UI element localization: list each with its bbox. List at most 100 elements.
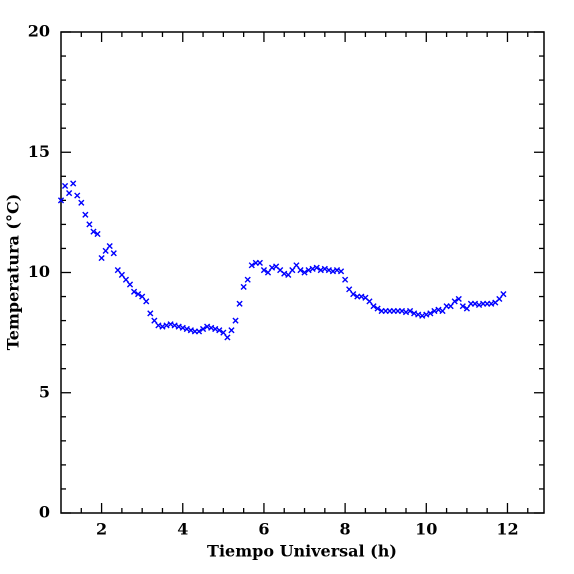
data-point bbox=[139, 293, 146, 300]
data-point bbox=[220, 329, 227, 336]
data-point bbox=[78, 199, 85, 206]
data-point bbox=[151, 317, 158, 324]
data-point bbox=[358, 293, 365, 300]
data-point bbox=[167, 321, 174, 328]
data-point bbox=[260, 267, 268, 274]
data-point bbox=[313, 264, 320, 271]
data-point bbox=[232, 317, 239, 324]
data-point bbox=[212, 325, 219, 333]
data-point bbox=[204, 323, 211, 330]
data-point bbox=[475, 301, 483, 309]
y-tick-label: 5 bbox=[39, 382, 50, 401]
data-point bbox=[179, 324, 186, 331]
data-point bbox=[435, 306, 442, 313]
data-point bbox=[488, 300, 495, 307]
data-point bbox=[419, 312, 426, 319]
x-axis-label: Tiempo Universal (h) bbox=[207, 542, 397, 561]
data-point bbox=[240, 283, 247, 291]
data-point bbox=[216, 327, 223, 334]
data-point bbox=[411, 310, 418, 317]
data-point bbox=[455, 295, 462, 303]
data-point bbox=[143, 298, 150, 305]
data-point bbox=[224, 334, 231, 341]
data-point bbox=[159, 323, 166, 330]
data-point bbox=[208, 324, 215, 331]
data-point bbox=[74, 192, 81, 199]
data-point bbox=[256, 259, 263, 266]
data-point bbox=[264, 269, 272, 276]
data-point bbox=[183, 325, 190, 333]
y-tick-label: 0 bbox=[39, 503, 50, 522]
data-point bbox=[337, 268, 345, 275]
y-tick-label: 20 bbox=[28, 22, 50, 41]
data-point bbox=[126, 281, 134, 288]
data-point bbox=[451, 298, 458, 305]
data-point bbox=[439, 307, 446, 315]
y-axis-label: Temperatura (°C) bbox=[4, 194, 23, 351]
data-point bbox=[122, 276, 130, 283]
y-tick-label: 10 bbox=[28, 262, 50, 281]
data-point bbox=[289, 267, 296, 274]
data-point bbox=[130, 288, 138, 295]
data-point bbox=[293, 262, 300, 269]
data-point bbox=[366, 298, 373, 305]
data-point bbox=[61, 182, 69, 190]
data-point bbox=[248, 262, 255, 269]
data-point bbox=[110, 250, 117, 257]
data-point bbox=[163, 322, 170, 329]
data-point bbox=[496, 295, 503, 303]
data-point bbox=[402, 309, 410, 316]
data-point bbox=[374, 305, 381, 312]
data-point bbox=[102, 247, 109, 254]
x-tick-label: 10 bbox=[415, 520, 437, 539]
data-point bbox=[66, 190, 73, 197]
data-point bbox=[431, 307, 438, 315]
x-tick-label: 2 bbox=[96, 520, 107, 539]
data-point bbox=[199, 325, 207, 333]
data-point bbox=[285, 271, 292, 278]
data-point bbox=[187, 327, 194, 334]
data-point bbox=[500, 291, 507, 298]
data-point bbox=[244, 276, 251, 283]
data-point bbox=[57, 197, 65, 204]
data-point bbox=[98, 254, 105, 262]
x-tick-label: 12 bbox=[496, 520, 518, 539]
data-point bbox=[118, 271, 125, 278]
data-point bbox=[415, 311, 422, 318]
data-point bbox=[86, 221, 93, 228]
data-point bbox=[346, 286, 353, 293]
data-point bbox=[228, 327, 235, 334]
data-point bbox=[114, 267, 121, 274]
data-point bbox=[175, 323, 182, 330]
x-tick-label: 6 bbox=[258, 520, 269, 539]
data-point bbox=[325, 267, 332, 274]
data-point bbox=[301, 269, 308, 276]
data-point bbox=[82, 211, 89, 218]
data-point bbox=[147, 310, 154, 317]
data-point bbox=[350, 291, 357, 298]
data-point bbox=[90, 228, 97, 235]
data-point bbox=[281, 270, 288, 277]
data-point bbox=[398, 307, 406, 315]
data-point bbox=[463, 305, 470, 312]
data-point bbox=[268, 264, 276, 271]
data-point bbox=[94, 230, 101, 238]
data-point bbox=[305, 267, 312, 274]
data-point bbox=[342, 276, 349, 283]
data-point bbox=[447, 303, 454, 310]
x-tick-label: 8 bbox=[340, 520, 351, 539]
data-point bbox=[406, 307, 414, 315]
data-point bbox=[423, 311, 430, 318]
data-point bbox=[471, 300, 479, 307]
data-point bbox=[427, 310, 434, 317]
data-point bbox=[317, 267, 324, 274]
data-point bbox=[333, 267, 341, 274]
data-point bbox=[236, 300, 243, 307]
data-point bbox=[70, 180, 77, 187]
data-point bbox=[297, 267, 304, 274]
data-point bbox=[309, 265, 316, 272]
data-point bbox=[370, 303, 377, 310]
data-point bbox=[195, 328, 203, 335]
data-point bbox=[171, 322, 178, 329]
